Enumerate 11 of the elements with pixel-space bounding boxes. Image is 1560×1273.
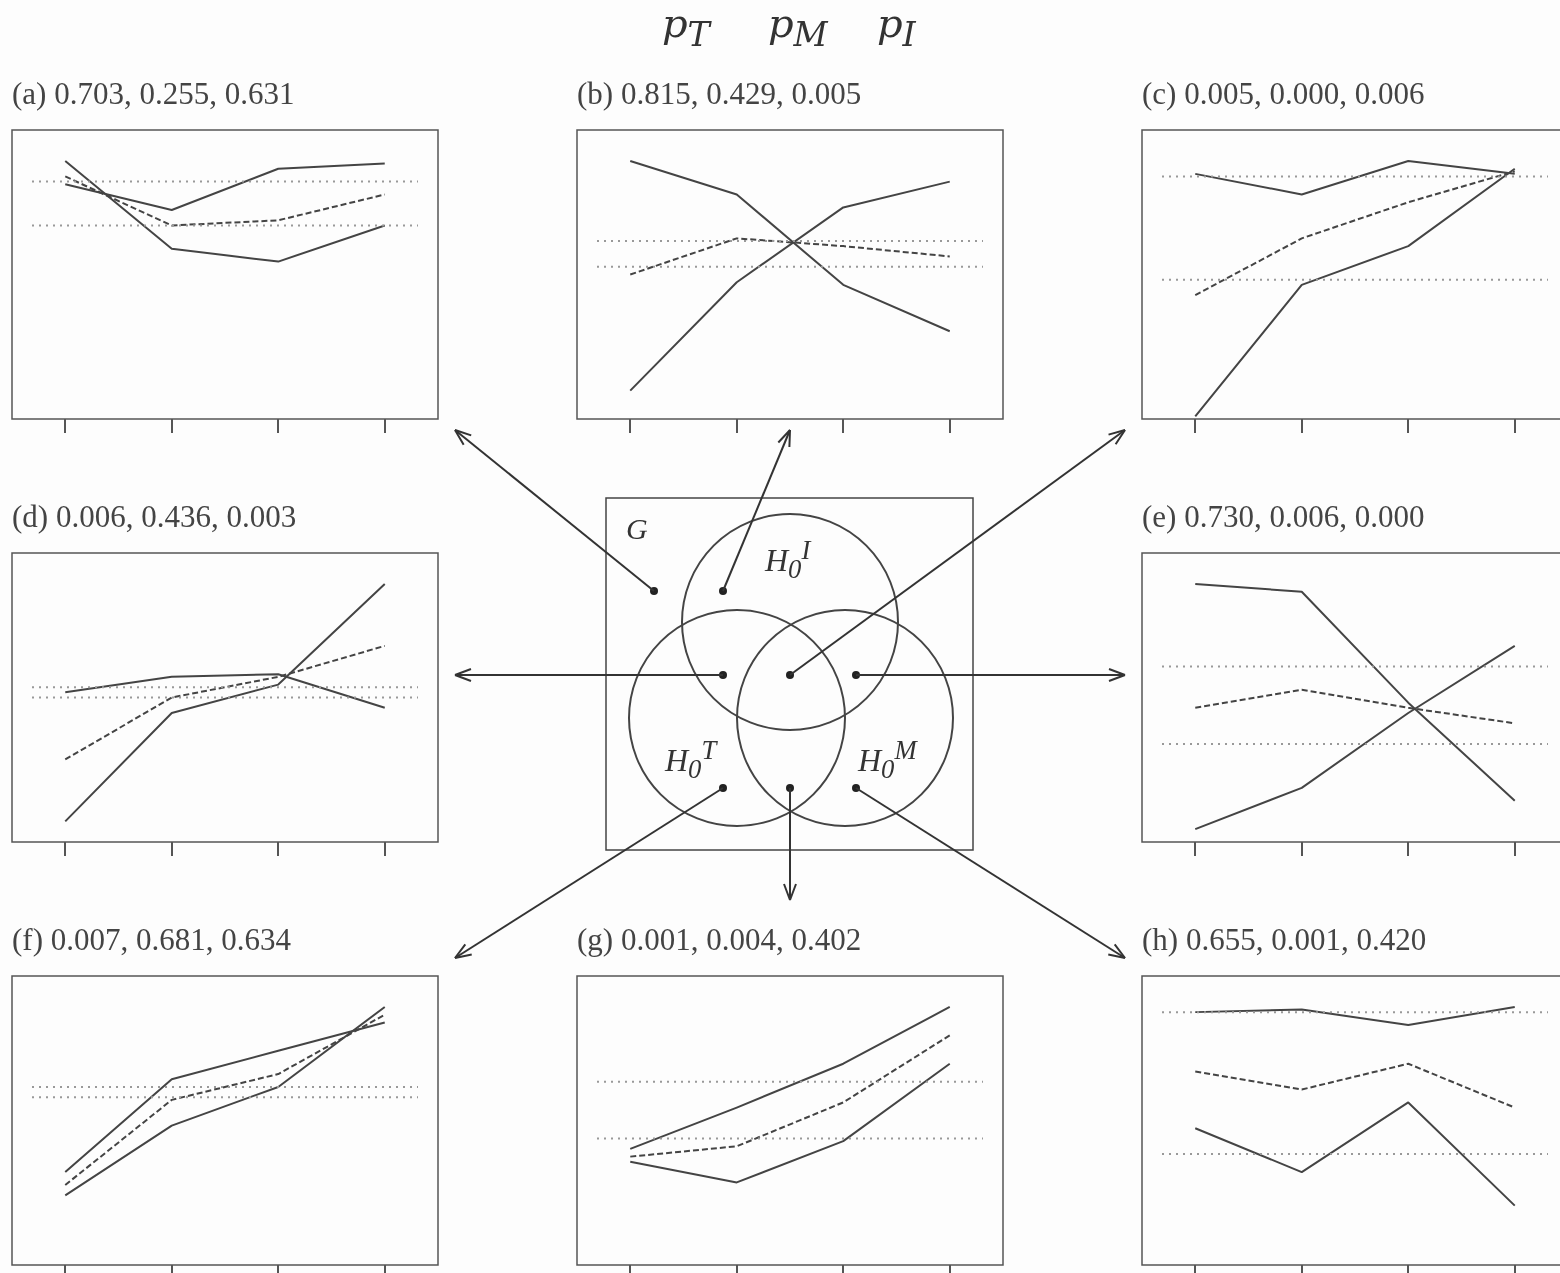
text: p$_{T}$ bbox=[662, 0, 710, 54]
text: p$_{I}$ bbox=[877, 0, 916, 54]
text: p$_{M}$ bbox=[768, 0, 828, 54]
chart-title: (h) 0.655, 0.001, 0.420 bbox=[1142, 922, 1427, 958]
chart-title: (f) 0.007, 0.681, 0.634 bbox=[12, 922, 291, 958]
chart-title: (e) 0.730, 0.006, 0.000 bbox=[1142, 499, 1425, 535]
chart-title: (a) 0.703, 0.255, 0.631 bbox=[12, 76, 295, 112]
chart-title: (b) 0.815, 0.429, 0.005 bbox=[577, 76, 862, 112]
chart-title: (d) 0.006, 0.436, 0.003 bbox=[12, 499, 297, 535]
chart-title: (g) 0.001, 0.004, 0.402 bbox=[577, 922, 862, 958]
chart-title: (c) 0.005, 0.000, 0.006 bbox=[1142, 76, 1425, 112]
